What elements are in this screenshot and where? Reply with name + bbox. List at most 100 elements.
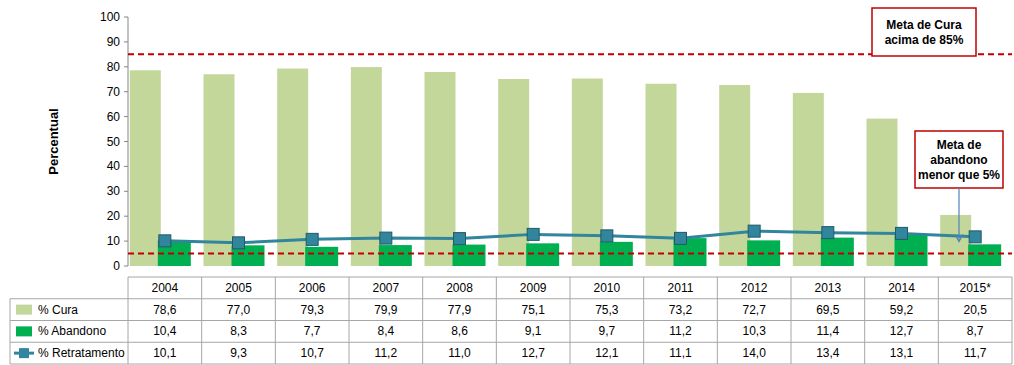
x-tick-label: 2010 [593, 281, 620, 295]
table-line [864, 277, 865, 364]
data-label: 69,5 [816, 303, 840, 317]
bar [498, 79, 529, 266]
data-label: 12,7 [890, 324, 914, 338]
data-label: 8,4 [377, 324, 394, 338]
data-label: 8,6 [451, 324, 468, 338]
bar [600, 242, 633, 266]
data-label: 13,1 [890, 346, 914, 360]
y-tick-label: 80 [107, 60, 121, 74]
line [165, 231, 975, 243]
reference-line [128, 253, 1012, 255]
legend-key [16, 326, 32, 336]
x-tick-label: 2004 [151, 281, 178, 295]
data-label: 12,7 [521, 346, 545, 360]
bar [204, 74, 235, 266]
marker [159, 235, 171, 247]
table-line [10, 364, 1012, 365]
y-tick-label: 20 [107, 209, 121, 223]
data-label: 11,2 [669, 324, 692, 338]
y-tick-label: 30 [107, 184, 121, 198]
marker [748, 225, 760, 237]
legend-key [16, 305, 32, 315]
data-label: 7,7 [304, 324, 321, 338]
annotation-text: menor que 5% [918, 168, 1000, 182]
y-tick [124, 191, 128, 192]
x-tick-label: 2015* [959, 281, 991, 295]
bar [940, 215, 971, 266]
annotation-text: acima de 85% [885, 33, 964, 47]
data-label: 10,1 [153, 346, 177, 360]
annotation-box [872, 8, 976, 56]
legend-label: % Abandono [38, 324, 106, 338]
table-line [10, 342, 1012, 343]
data-label: 79,3 [300, 303, 324, 317]
data-label: 13,4 [816, 346, 840, 360]
table-line [643, 277, 644, 364]
y-tick-label: 60 [107, 110, 121, 124]
annotation-text: Meta de [937, 138, 982, 152]
data-label: 9,7 [598, 324, 615, 338]
bar [453, 245, 486, 266]
bar [821, 238, 854, 266]
annotation-arrow-head [955, 235, 963, 242]
table-line [10, 320, 1012, 321]
table-line [10, 299, 11, 364]
y-tick-label: 70 [107, 85, 121, 99]
data-label: 79,9 [374, 303, 398, 317]
data-label: 14,0 [742, 346, 766, 360]
y-tick [124, 91, 128, 92]
x-tick-label: 2013 [814, 281, 841, 295]
legend-label: % Retratamento [38, 346, 125, 360]
data-label: 8,3 [230, 324, 247, 338]
table-line [275, 277, 276, 364]
annotation-box [915, 131, 1003, 188]
legend-label: % Cura [38, 303, 78, 317]
bar [572, 79, 603, 266]
y-axis-label: Percentual [46, 108, 61, 174]
y-tick-label: 100 [100, 10, 120, 24]
marker [380, 232, 392, 244]
bar [277, 69, 308, 266]
y-tick [124, 266, 128, 267]
y-tick [124, 116, 128, 117]
data-label: 11,7 [964, 346, 987, 360]
data-label: 10,4 [153, 324, 177, 338]
data-label: 20,5 [963, 303, 987, 317]
bar [968, 244, 1001, 266]
annotation-arrow [958, 188, 959, 242]
x-tick-label: 2014 [888, 281, 915, 295]
table-line [938, 277, 939, 364]
marker [896, 227, 908, 239]
data-label: 12,1 [595, 346, 619, 360]
annotation-text: abandono [930, 153, 987, 167]
x-tick-label: 2012 [741, 281, 768, 295]
x-tick-label: 2011 [668, 281, 694, 295]
data-label: 72,7 [742, 303, 766, 317]
marker [675, 232, 687, 244]
legend-key [19, 348, 29, 358]
bar [351, 67, 382, 266]
y-tick-label: 10 [107, 234, 121, 248]
plot-area [128, 54, 1012, 266]
x-tick-label: 2008 [446, 281, 473, 295]
data-label: 11,0 [448, 346, 471, 360]
marker [306, 233, 318, 245]
marker [454, 233, 466, 245]
table-line [349, 277, 350, 364]
data-label: 11,1 [669, 346, 692, 360]
x-tick-label: 2006 [299, 281, 326, 295]
data-label: 10,7 [300, 346, 324, 360]
chart: Percentual0102030405060708090100Meta de … [0, 0, 1014, 365]
y-tick [124, 17, 128, 18]
table-line [201, 277, 202, 364]
data-label: 75,1 [521, 303, 545, 317]
data-label: 78,6 [153, 303, 177, 317]
data-label: 8,7 [967, 324, 984, 338]
data-label: 9,3 [230, 346, 247, 360]
data-label: 11,2 [375, 346, 398, 360]
table-line [1012, 277, 1013, 364]
y-tick [124, 66, 128, 67]
table-line [570, 277, 571, 364]
table-line [717, 277, 718, 364]
bar [305, 247, 338, 266]
